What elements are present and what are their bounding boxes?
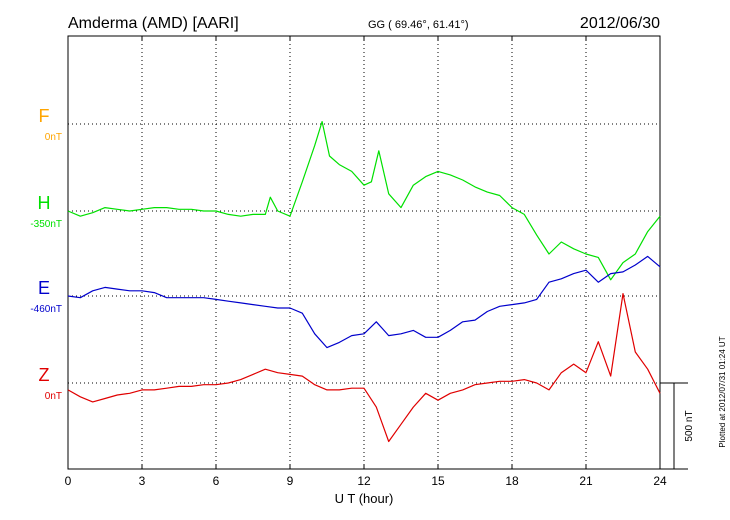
component-label-f: F: [39, 106, 50, 126]
x-axis-ticks: 0 3 6 9 12 15 18 21 24: [65, 36, 667, 488]
series-line-h: [67, 120, 661, 281]
plot-timestamp: Plotted at 2012/07/31 01:24 UT: [718, 336, 727, 447]
component-offset-h: -350nT: [30, 219, 62, 230]
x-tick-label: 18: [505, 474, 519, 488]
x-tick-label: 6: [213, 474, 220, 488]
component-offset-e: -460nT: [30, 304, 62, 315]
component-label-h: H: [38, 193, 51, 213]
x-tick-label: 24: [653, 474, 667, 488]
component-offset-f: 0nT: [45, 132, 62, 143]
scale-bar: 500 nT: [660, 382, 695, 470]
grid: [68, 36, 660, 469]
station-title: Amderma (AMD) [AARI]: [68, 15, 239, 32]
series-line-z: [67, 293, 661, 443]
component-labels: F 0nT H -350nT E -460nT Z 0nT: [30, 106, 62, 402]
component-label-z: Z: [39, 365, 50, 385]
component-offset-z: 0nT: [45, 391, 62, 402]
series-group: [67, 120, 661, 443]
geo-coordinates: GG ( 69.46°, 61.41°): [368, 19, 469, 31]
x-tick-label: 12: [357, 474, 371, 488]
x-tick-label: 0: [65, 474, 72, 488]
x-axis-label: U T (hour): [335, 491, 394, 506]
component-label-e: E: [38, 278, 50, 298]
scale-bar-label: 500 nT: [684, 410, 695, 441]
x-tick-label: 21: [579, 474, 593, 488]
series-line-e: [67, 255, 661, 349]
x-tick-label: 3: [139, 474, 146, 488]
x-tick-label: 9: [287, 474, 294, 488]
x-tick-label: 15: [431, 474, 445, 488]
date-label: 2012/06/30: [580, 15, 660, 32]
